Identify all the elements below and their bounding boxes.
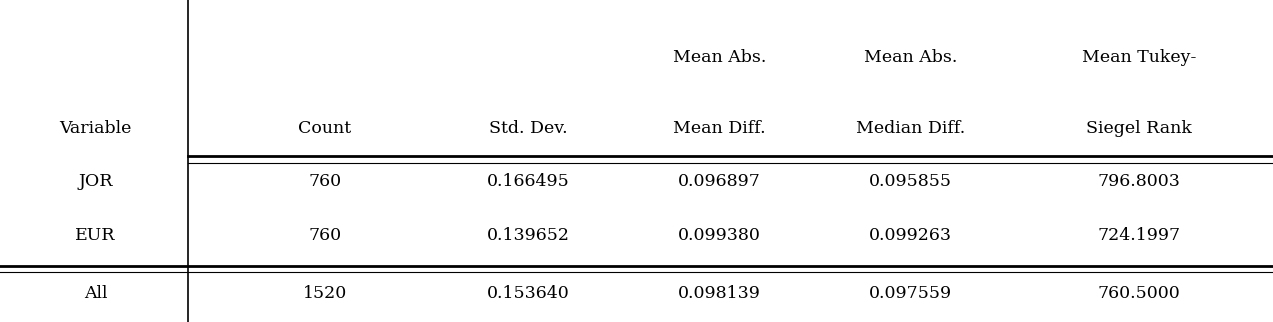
Text: 724.1997: 724.1997 [1097, 227, 1181, 243]
Text: 0.139652: 0.139652 [486, 227, 570, 243]
Text: 0.096897: 0.096897 [677, 174, 761, 190]
Text: Mean Abs.: Mean Abs. [863, 50, 957, 66]
Text: 796.8003: 796.8003 [1097, 174, 1181, 190]
Text: 0.098139: 0.098139 [677, 285, 761, 301]
Text: 0.099263: 0.099263 [868, 227, 952, 243]
Text: 760: 760 [308, 174, 341, 190]
Text: Variable: Variable [60, 120, 131, 137]
Text: Count: Count [298, 120, 351, 137]
Text: Mean Abs.: Mean Abs. [672, 50, 766, 66]
Text: Std. Dev.: Std. Dev. [489, 120, 568, 137]
Text: Siegel Rank: Siegel Rank [1086, 120, 1193, 137]
Text: 0.099380: 0.099380 [677, 227, 761, 243]
Text: 0.097559: 0.097559 [868, 285, 952, 301]
Text: Median Diff.: Median Diff. [855, 120, 965, 137]
Text: Mean Diff.: Mean Diff. [673, 120, 765, 137]
Text: 0.095855: 0.095855 [868, 174, 952, 190]
Text: Mean Tukey-: Mean Tukey- [1082, 50, 1197, 66]
Text: 760.5000: 760.5000 [1097, 285, 1181, 301]
Text: 760: 760 [308, 227, 341, 243]
Text: 0.166495: 0.166495 [486, 174, 570, 190]
Text: 1520: 1520 [303, 285, 346, 301]
Text: 0.153640: 0.153640 [486, 285, 570, 301]
Text: All: All [84, 285, 107, 301]
Text: EUR: EUR [75, 227, 116, 243]
Text: JOR: JOR [78, 174, 113, 190]
